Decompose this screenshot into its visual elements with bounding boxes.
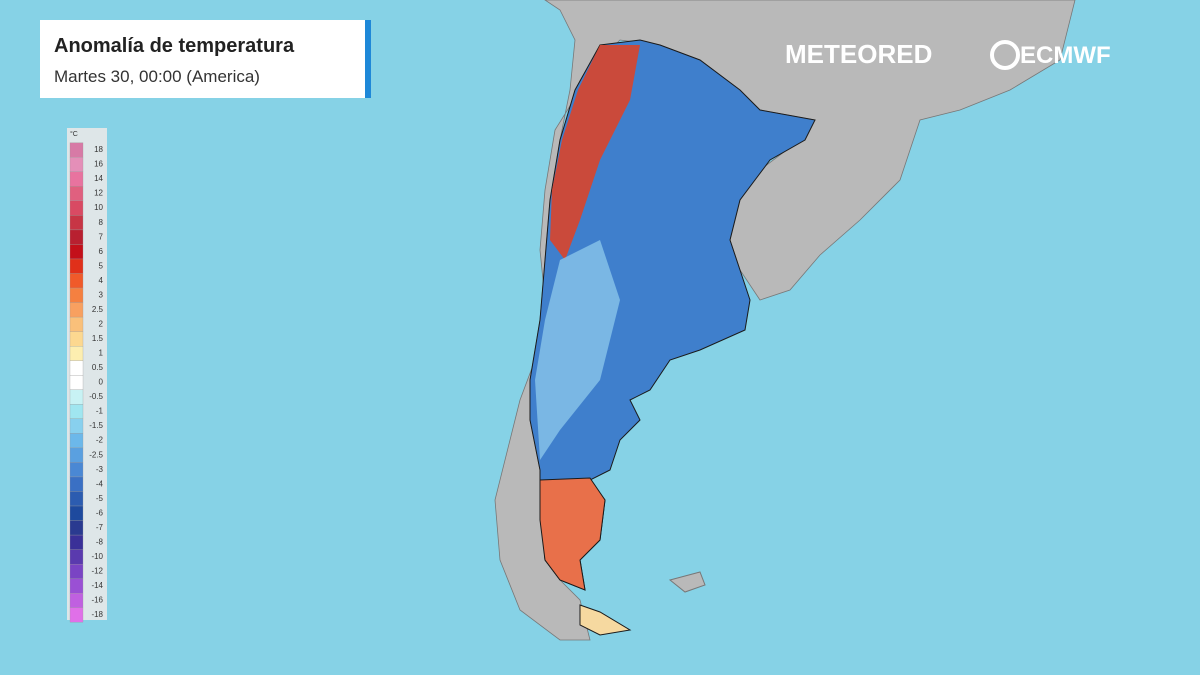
legend-swatch xyxy=(69,244,84,260)
title-accent xyxy=(365,20,371,98)
legend-label: -4 xyxy=(96,479,104,488)
legend-label: -1.5 xyxy=(89,421,103,430)
legend-label: -18 xyxy=(91,610,103,619)
legend-swatch xyxy=(69,331,84,347)
legend-swatch xyxy=(69,186,84,202)
legend-swatch xyxy=(69,142,84,158)
legend-label: 14 xyxy=(94,174,103,183)
legend-swatch xyxy=(69,389,84,405)
legend-swatch xyxy=(69,215,84,231)
argentina-anomaly xyxy=(529,39,816,591)
title-box xyxy=(40,20,370,98)
legend-swatch xyxy=(69,476,84,492)
legend-swatch xyxy=(69,462,84,478)
legend-label: -1 xyxy=(96,407,104,416)
legend-label: -8 xyxy=(96,537,104,546)
legend: 18 16 14 12 10 8 7 6 5 4 3 2.5 2 1.5 1 0.5 0 -0.5 -1 -1.5 -2… xyxy=(69,142,104,623)
legend-swatch xyxy=(69,505,84,521)
legend-swatch xyxy=(69,418,84,434)
legend-label: 8 xyxy=(99,218,104,227)
warm-anomaly-north xyxy=(550,45,640,260)
legend-swatch xyxy=(69,287,84,303)
legend-swatch xyxy=(69,491,84,507)
legend-label: 7 xyxy=(99,232,104,241)
legend-swatch xyxy=(69,404,84,419)
legend-label: 12 xyxy=(94,189,103,198)
legend-swatch xyxy=(69,593,84,608)
legend-swatch xyxy=(69,302,84,318)
legend-label: 18 xyxy=(94,145,103,154)
legend-swatch xyxy=(69,433,84,449)
legend-label: 0 xyxy=(99,378,104,387)
legend-swatch xyxy=(69,171,84,187)
legend-label: 1 xyxy=(99,349,104,358)
legend-label: 6 xyxy=(99,247,104,256)
legend-label: -3 xyxy=(96,465,104,474)
legend-label: -12 xyxy=(91,567,103,576)
tierra-del-fuego xyxy=(579,604,632,636)
legend-label: -16 xyxy=(91,596,103,605)
legend-swatch xyxy=(69,534,84,550)
legend-label: 16 xyxy=(94,160,103,169)
legend-label: -5 xyxy=(96,494,104,503)
legend-label: -2 xyxy=(96,436,104,445)
legend-swatch xyxy=(69,157,84,172)
title: Anomalía de temperatura xyxy=(54,35,295,57)
legend-swatch xyxy=(69,346,84,361)
ecmwf-icon xyxy=(990,40,1020,70)
legend-label: -7 xyxy=(96,523,104,532)
legend-label: -14 xyxy=(91,581,103,590)
legend-swatch xyxy=(69,258,84,274)
legend-swatch xyxy=(69,578,84,594)
legend-label: 5 xyxy=(99,261,104,270)
legend-swatch xyxy=(69,200,84,216)
legend-label: 2.5 xyxy=(92,305,104,314)
legend-label: 1.5 xyxy=(92,334,104,343)
logo-meteored: METEORED xyxy=(785,39,932,69)
legend-swatch xyxy=(69,549,84,565)
legend-swatch xyxy=(69,360,84,376)
legend-label: -0.5 xyxy=(89,392,103,401)
legend-label: -2.5 xyxy=(89,450,103,459)
legend-label: 4 xyxy=(99,276,104,285)
mild-anomaly-west xyxy=(535,240,620,460)
legend-label: -6 xyxy=(96,508,104,517)
legend-label: -10 xyxy=(91,552,103,561)
legend-label: 10 xyxy=(94,203,103,212)
legend-swatch xyxy=(69,563,84,579)
legend-swatch xyxy=(69,229,84,245)
warm-anomaly-south xyxy=(539,477,606,591)
legend-swatch xyxy=(69,375,84,390)
subtitle: Martes 30, 00:00 (America) xyxy=(54,67,260,86)
legend-swatch xyxy=(69,273,84,289)
legend-swatch xyxy=(69,520,84,536)
legend-swatch xyxy=(69,316,84,332)
legend-label: 3 xyxy=(99,290,104,299)
islands xyxy=(668,571,706,593)
legend-unit: °C xyxy=(70,130,78,138)
legend-swatch xyxy=(69,447,84,463)
logo-ecmwf: ECMWF xyxy=(1020,42,1111,69)
legend-label: 0.5 xyxy=(92,363,104,372)
legend-swatch xyxy=(69,607,84,623)
legend-label: 2 xyxy=(99,319,104,328)
